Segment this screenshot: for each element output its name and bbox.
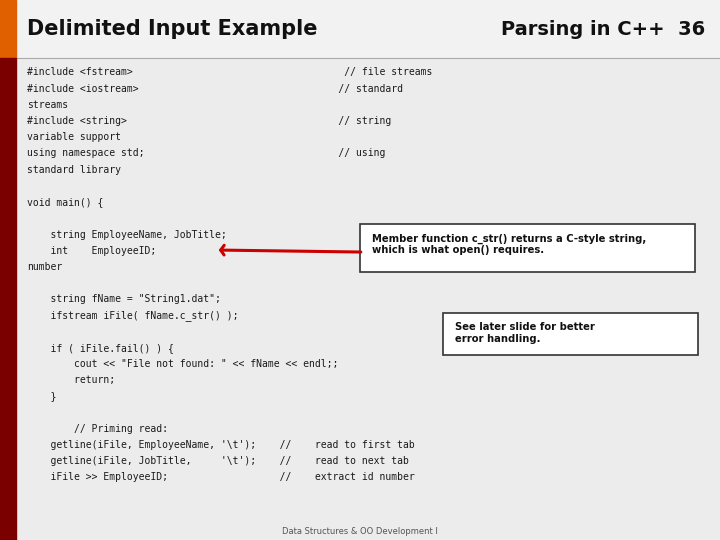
Text: void main() {: void main() {: [27, 197, 104, 207]
Text: number: number: [27, 262, 63, 272]
FancyBboxPatch shape: [443, 313, 698, 355]
Text: using namespace std;                                 // using: using namespace std; // using: [27, 148, 386, 159]
Text: cout << "File not found: " << fName << endl;;: cout << "File not found: " << fName << e…: [27, 359, 338, 369]
FancyBboxPatch shape: [360, 224, 695, 272]
Bar: [0, 0, 16, 58]
Text: return;: return;: [27, 375, 115, 386]
Text: See later slide for better
error handling.: See later slide for better error handlin…: [455, 322, 595, 344]
Text: #include <string>                                    // string: #include <string> // string: [27, 116, 392, 126]
Text: Delimited Input Example: Delimited Input Example: [27, 19, 318, 39]
Text: string fName = "String1.dat";: string fName = "String1.dat";: [27, 294, 221, 305]
Text: variable support: variable support: [27, 132, 122, 143]
Text: getline(iFile, EmployeeName, '\t');    //    read to first tab: getline(iFile, EmployeeName, '\t'); // r…: [27, 440, 415, 450]
Text: standard library: standard library: [27, 165, 122, 175]
Text: Member function c_str() returns a C-style string,
which is what open() requires.: Member function c_str() returns a C-styl…: [372, 233, 647, 255]
Text: streams: streams: [27, 100, 68, 110]
Text: #include <iostream>                                  // standard: #include <iostream> // standard: [27, 84, 403, 94]
Text: string EmployeeName, JobTitle;: string EmployeeName, JobTitle;: [27, 230, 227, 240]
Bar: [0, 0, 720, 58]
Text: getline(iFile, JobTitle,     '\t');    //    read to next tab: getline(iFile, JobTitle, '\t'); // read …: [27, 456, 409, 467]
Text: if ( iFile.fail() ) {: if ( iFile.fail() ) {: [27, 343, 174, 353]
Bar: [16, 58, 720, 540]
Text: ifstream iFile( fName.c_str() );: ifstream iFile( fName.c_str() );: [27, 310, 239, 321]
Text: iFile >> EmployeeID;                   //    extract id number: iFile >> EmployeeID; // extract id numbe…: [27, 472, 415, 483]
Text: Data Structures & OO Development I: Data Structures & OO Development I: [282, 526, 438, 536]
Text: Parsing in C++  36: Parsing in C++ 36: [501, 19, 706, 39]
Text: #include <fstream>                                    // file streams: #include <fstream> // file streams: [27, 68, 433, 78]
Bar: [0, 58, 16, 540]
Text: // Priming read:: // Priming read:: [27, 424, 168, 434]
Text: }: }: [27, 392, 57, 402]
Text: int    EmployeeID;: int EmployeeID;: [27, 246, 157, 256]
